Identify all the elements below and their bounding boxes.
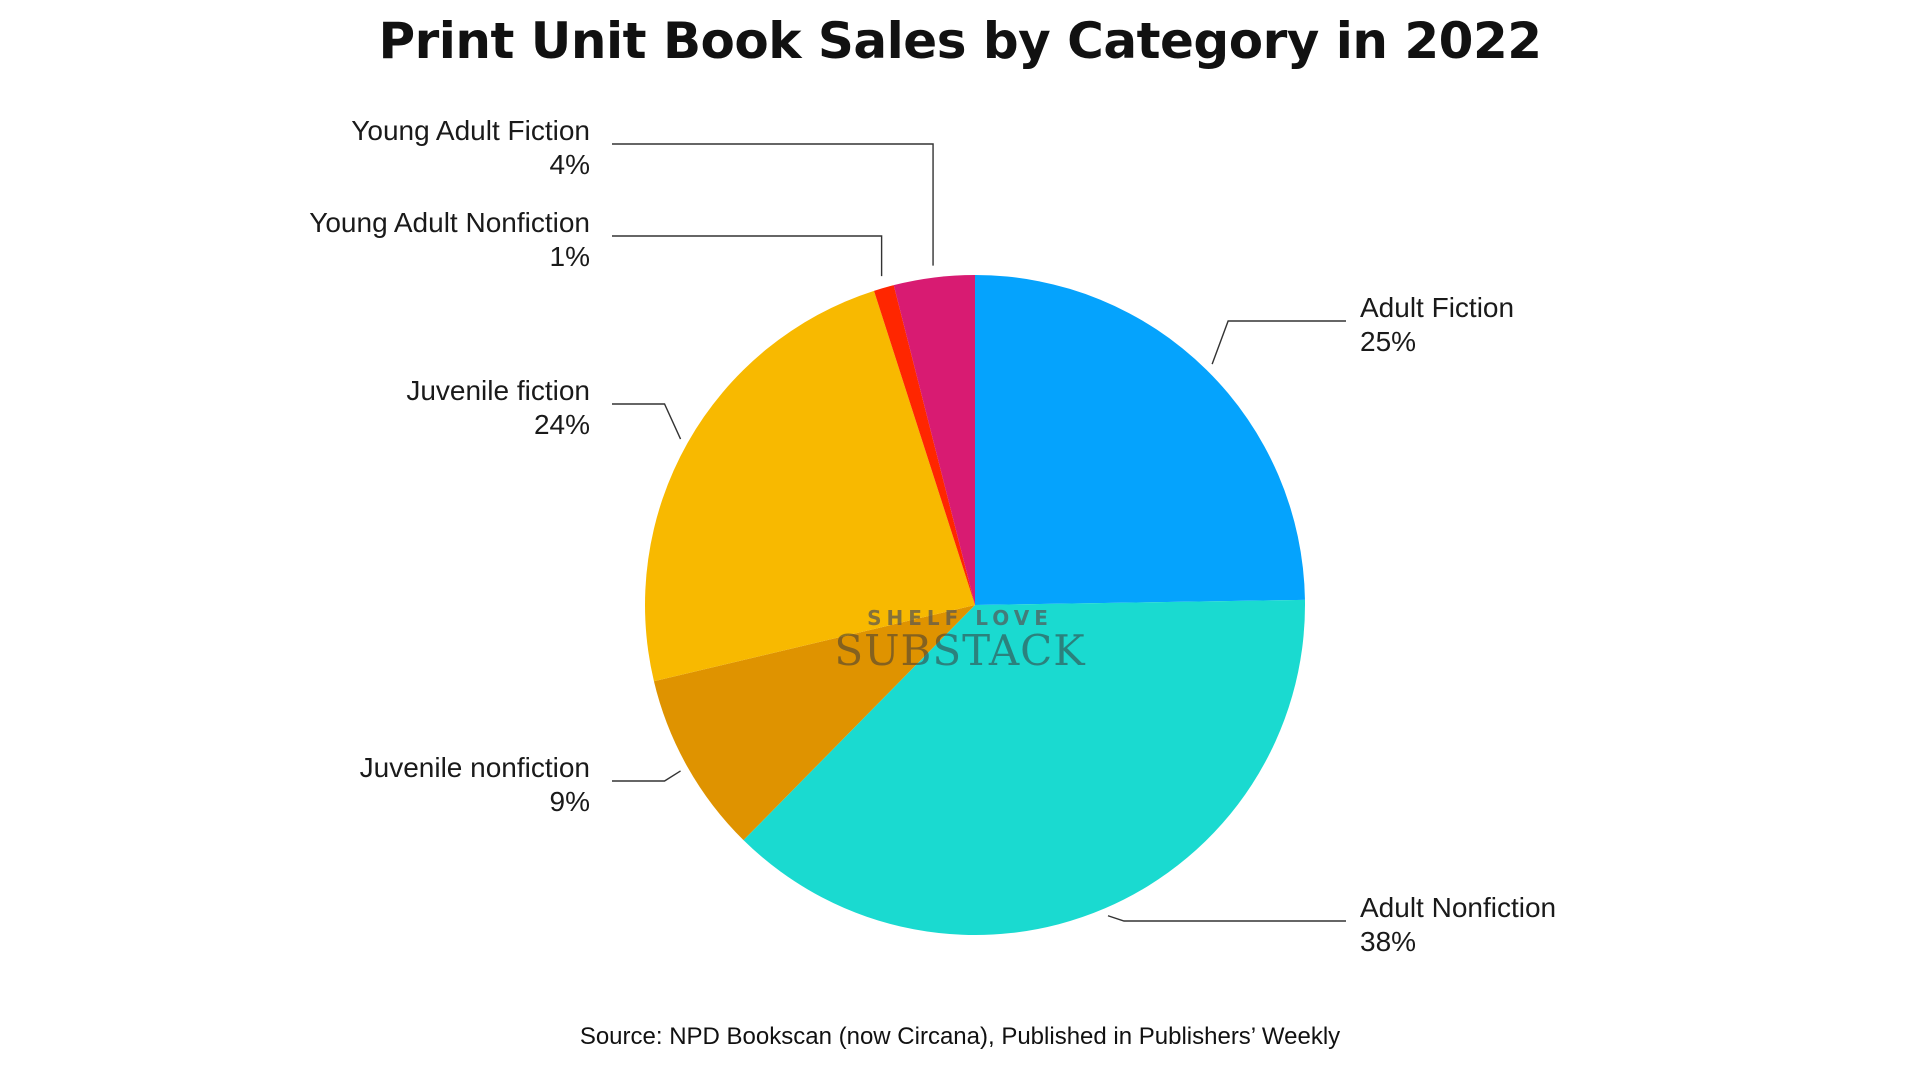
value-label-young-adult-fiction: 4% (550, 149, 590, 180)
label-adult-nonfiction: Adult Nonfiction (1360, 892, 1556, 923)
pie-slices (644, 275, 1305, 935)
watermark-top-text: SHELF LOVE (867, 606, 1053, 630)
label-young-adult-nonfiction: Young Adult Nonfiction (309, 207, 590, 238)
slice-juvenile-fiction (644, 290, 975, 682)
leader-adult-fiction (1211, 320, 1346, 365)
slice-juvenile-nonfiction (653, 605, 975, 841)
watermark-main-text: SUBSTACK (834, 626, 1086, 675)
slice-adult-fiction (975, 275, 1305, 605)
leader-young-adult-nonfiction (612, 235, 883, 277)
chart-title: Print Unit Book Sales by Category in 202… (378, 12, 1542, 70)
label-juvenile-fiction: Juvenile fiction (406, 375, 590, 406)
label-juvenile-nonfiction: Juvenile nonfiction (360, 752, 590, 783)
leader-young-adult-fiction (612, 143, 934, 266)
value-label-juvenile-nonfiction: 9% (550, 786, 590, 817)
leader-juvenile-nonfiction (612, 770, 681, 782)
label-adult-fiction: Adult Fiction (1360, 292, 1514, 323)
leader-adult-nonfiction (1107, 915, 1346, 922)
source-note: Source: NPD Bookscan (now Circana), Publ… (579, 1023, 1341, 1050)
value-label-young-adult-nonfiction: 1% (550, 241, 590, 272)
leader-lines (612, 143, 1346, 922)
value-label-juvenile-fiction: 24% (534, 409, 590, 440)
watermark: SHELF LOVE SUBSTACK (834, 606, 1086, 675)
slice-adult-nonfiction (743, 599, 1305, 935)
slice-young-adult-nonfiction (874, 285, 975, 605)
value-label-adult-nonfiction: 38% (1360, 926, 1416, 957)
label-young-adult-fiction: Young Adult Fiction (351, 115, 590, 146)
leader-juvenile-fiction (612, 403, 682, 440)
value-label-adult-fiction: 25% (1360, 326, 1416, 357)
slice-young-adult-fiction (893, 275, 975, 605)
